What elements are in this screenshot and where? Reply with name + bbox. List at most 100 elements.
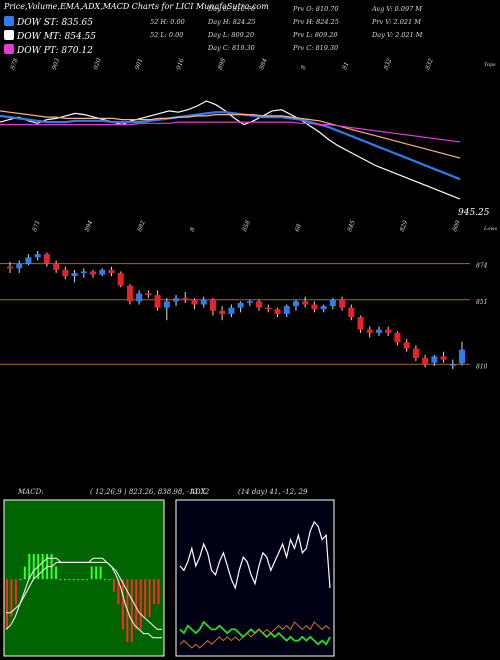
- macd-histogram-bar: [135, 579, 138, 630]
- macd-histogram-bar: [23, 566, 26, 580]
- macd-series-1: [6, 561, 162, 630]
- macd-panel-bg: [3, 499, 165, 657]
- candle-body: [191, 299, 198, 305]
- macd-histogram-bar: [28, 554, 31, 580]
- legend-swatch-icon: [4, 30, 14, 40]
- macd-histogram-bar: [117, 579, 120, 605]
- legend-label: DOW MT: 854.55: [17, 32, 96, 42]
- candle-body: [34, 254, 41, 258]
- bottom-label: 871: [31, 220, 41, 233]
- candle-body: [403, 342, 410, 349]
- bottom-label: 858: [241, 219, 252, 232]
- candle-body: [366, 329, 373, 333]
- top-label: 901: [134, 58, 144, 71]
- candle-body: [163, 301, 170, 308]
- bottom-label: 829: [399, 219, 410, 232]
- candle-body: [302, 301, 309, 305]
- candle-body: [62, 269, 69, 277]
- bottom-label: 845: [346, 219, 357, 232]
- top-label: 898: [217, 57, 228, 70]
- macd-histogram-bar: [77, 579, 80, 581]
- legend-swatch-icon: [4, 44, 14, 54]
- top-label: 81: [341, 61, 350, 71]
- candle-body: [182, 298, 189, 300]
- candle-body: [357, 317, 364, 330]
- candle-body: [209, 299, 216, 311]
- stat-day-volume: Day V: 2.021 M: [372, 31, 423, 39]
- candle-body: [53, 263, 60, 270]
- macd-histogram-bar: [121, 579, 124, 630]
- candle-body: [440, 356, 447, 360]
- candle-body: [25, 257, 32, 264]
- candle-body: [173, 298, 180, 302]
- legend-dow-mt: DOW MT: 854.55: [4, 30, 96, 42]
- candle-body: [108, 269, 115, 274]
- bottom-label: 68: [294, 223, 303, 233]
- macd-histogram-bar: [68, 579, 71, 581]
- macd-histogram-bar: [32, 554, 35, 580]
- macd-histogram-bar: [63, 579, 66, 581]
- level-label: 874: [476, 263, 488, 270]
- stat-day-high: Day H: 824.25: [208, 18, 256, 26]
- stat-prev-volume: Prv V: 2.021 M: [372, 18, 421, 26]
- bottom-label: 894: [84, 219, 95, 232]
- stat-avg-volume: Avg V: 0.097 M: [372, 5, 422, 13]
- chart-header: Price,Volume,EMA,ADX,MACD Charts for LIC…: [0, 0, 500, 60]
- macd-histogram-bar: [41, 554, 44, 580]
- level-label: 851: [476, 299, 487, 306]
- candle-body: [394, 332, 401, 343]
- candle-body: [145, 293, 152, 296]
- candle-body: [274, 309, 281, 314]
- macd-histogram-bar: [130, 579, 133, 642]
- candle-body: [329, 299, 336, 307]
- candle-body: [228, 307, 235, 314]
- candle-body: [126, 285, 133, 302]
- candle-body: [422, 357, 429, 365]
- candle-body: [283, 306, 290, 314]
- macd-histogram-bar: [14, 579, 17, 605]
- stat-day-low: Day L: 809.20: [208, 31, 255, 39]
- top-label: 884: [258, 57, 269, 70]
- top-label: 903: [51, 57, 62, 70]
- candle-body: [219, 310, 226, 314]
- macd-histogram-bar: [144, 579, 147, 617]
- candle-body: [200, 299, 207, 305]
- side-label-lows: Lows: [483, 226, 498, 232]
- stat-52-high: 52 H: 0.00: [150, 18, 185, 26]
- series-line-3: [0, 121, 461, 143]
- candle-body: [80, 271, 87, 274]
- candle-body: [7, 266, 13, 269]
- top-label: 916: [175, 57, 186, 70]
- macd-histogram-bar: [139, 579, 142, 630]
- macd-histogram-bar: [59, 579, 62, 581]
- candle-body: [246, 301, 253, 303]
- candle-body: [256, 301, 263, 308]
- adx-series-2: [179, 621, 331, 649]
- candle-body: [459, 349, 465, 364]
- chart-title: Price,Volume,EMA,ADX,MACD Charts for LIC…: [4, 2, 269, 11]
- stat-day-close: Day C: 819.30: [208, 44, 255, 52]
- candle-body: [292, 301, 299, 307]
- candle-body: [320, 306, 327, 310]
- adx-series-0: [179, 520, 331, 590]
- legend-dow-st: DOW ST: 835.65: [4, 16, 93, 28]
- candle-body: [385, 329, 392, 333]
- candle-body: [154, 295, 161, 308]
- last-value-label: 945.25: [458, 208, 490, 218]
- candle-body: [265, 307, 272, 310]
- top-label: 878: [9, 57, 20, 70]
- macd-histogram-bar: [104, 579, 107, 581]
- candle-body: [90, 271, 97, 275]
- macd-histogram-bar: [55, 566, 58, 580]
- bottom-label: 809: [451, 219, 462, 232]
- top-label: 832: [424, 57, 435, 70]
- legend-dow-pt: DOW PT: 870.12: [4, 44, 93, 56]
- legend-label: DOW PT: 870.12: [17, 46, 93, 56]
- stat-prev-open: Prv O: 810.70: [293, 5, 339, 13]
- legend-swatch-icon: [4, 16, 14, 26]
- stat-prev-high: Prv H: 824.25: [293, 18, 339, 26]
- macd-histogram-bar: [81, 579, 84, 581]
- series-line-1: [0, 111, 461, 181]
- macd-histogram-bar: [148, 579, 151, 617]
- legend-label: DOW ST: 835.65: [17, 18, 93, 28]
